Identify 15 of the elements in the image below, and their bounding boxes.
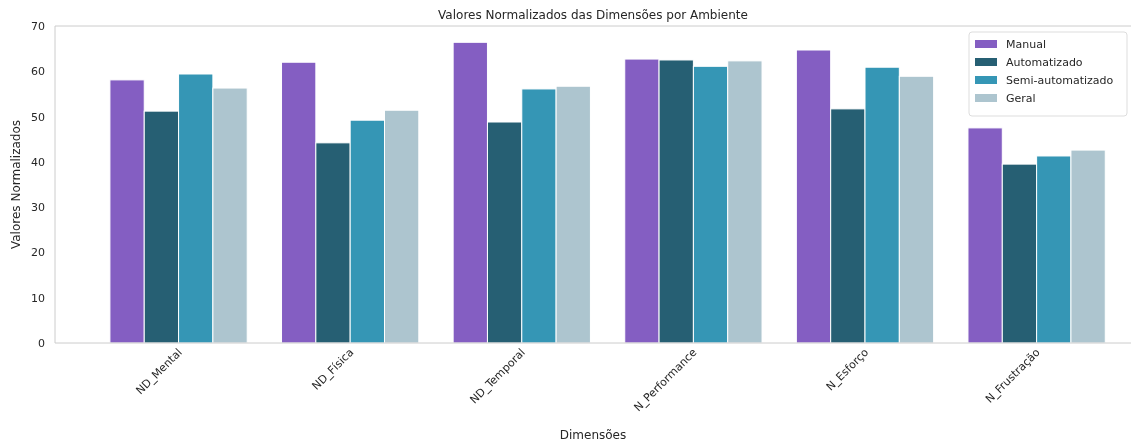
y-tick-label: 20 <box>31 246 45 260</box>
y-tick-label: 50 <box>31 110 45 124</box>
y-tick-label: 70 <box>31 20 45 33</box>
y-tick-label: 0 <box>38 337 45 350</box>
x-axis-title: Dimensões <box>559 428 627 442</box>
y-tick-label: 60 <box>31 65 45 79</box>
legend-label: Manual <box>1006 38 1046 51</box>
y-tick-label: 10 <box>31 291 45 305</box>
legend-label: Geral <box>1006 92 1036 105</box>
y-axis-title: Valores Normalizados <box>9 119 23 250</box>
chart-title: Valores Normalizados das Dimensões por Ambiente <box>438 8 748 22</box>
y-tick-label: 40 <box>31 155 45 169</box>
legend-label: Automatizado <box>1006 56 1083 69</box>
legend-label: Semi-automatizado <box>1006 74 1114 87</box>
y-tick-label: 30 <box>31 201 45 215</box>
